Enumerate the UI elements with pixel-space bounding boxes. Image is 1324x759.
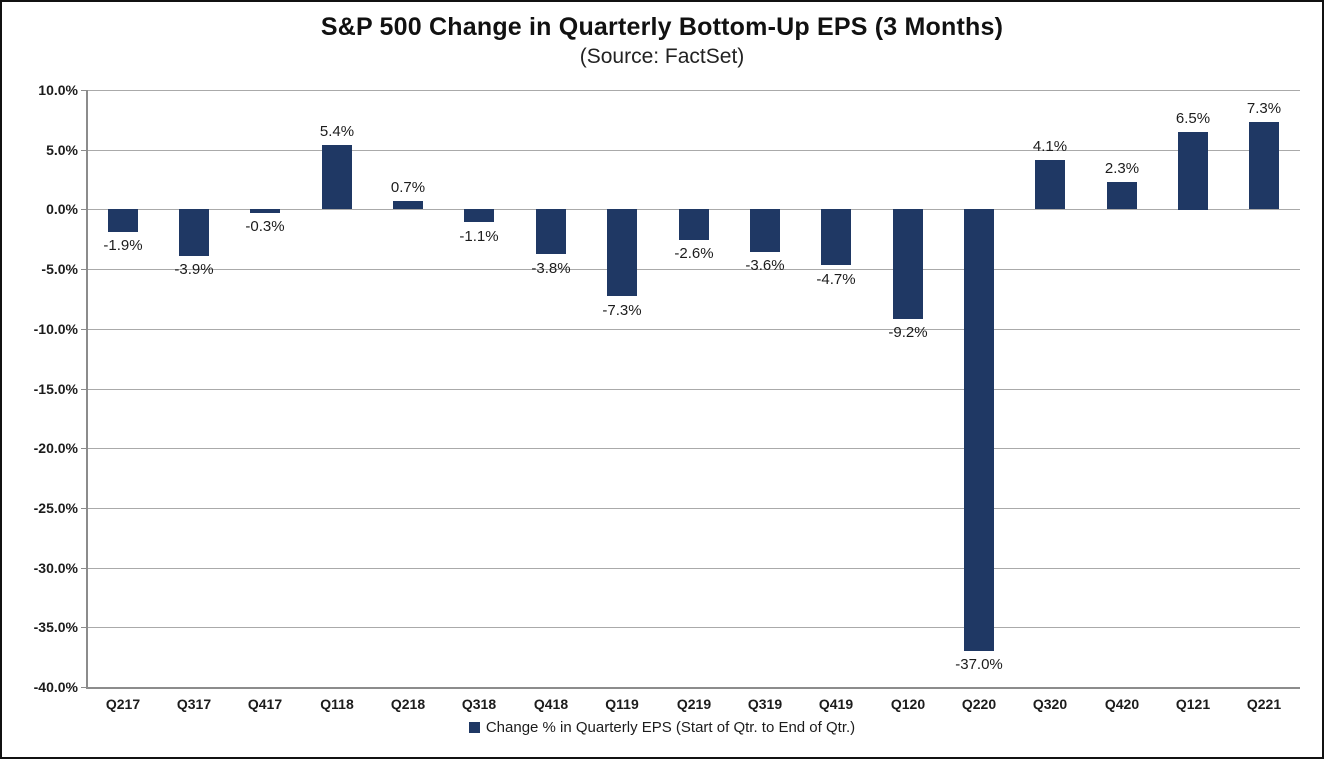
y-tick-label: 5.0%: [46, 142, 78, 158]
bar-Q320: [1035, 160, 1065, 209]
y-tick-mark: [81, 508, 87, 509]
bar-Q318: [464, 209, 494, 222]
y-tick-label: -25.0%: [33, 500, 78, 516]
gridline: [87, 269, 1300, 270]
bar-Q418: [536, 209, 566, 254]
bar-value-label: 7.3%: [1246, 100, 1282, 117]
bar-value-label: -1.9%: [103, 237, 143, 254]
x-tick-label-Q221: Q221: [1246, 696, 1282, 712]
x-tick-label-Q420: Q420: [1104, 696, 1140, 712]
bar-value-label: -9.2%: [888, 324, 928, 341]
gridline: [87, 150, 1300, 151]
gridline: [87, 568, 1300, 569]
bar-value-label: -3.9%: [174, 261, 214, 278]
bar-Q319: [750, 209, 780, 252]
bar-value-label: 4.1%: [1032, 138, 1068, 155]
x-tick-label-Q217: Q217: [105, 696, 141, 712]
bar-Q119: [607, 209, 637, 296]
bar-value-label: 6.5%: [1175, 110, 1211, 127]
bar-value-label: -0.3%: [245, 218, 285, 235]
bar-value-label: -1.1%: [459, 228, 499, 245]
bar-value-label: 2.3%: [1104, 160, 1140, 177]
bar-Q219: [679, 209, 709, 240]
x-tick-label-Q120: Q120: [890, 696, 926, 712]
y-tick-label: -35.0%: [33, 619, 78, 635]
y-tick-label: 0.0%: [46, 201, 78, 217]
chart-subtitle: (Source: FactSet): [579, 45, 745, 68]
x-tick-label-Q220: Q220: [961, 696, 997, 712]
y-tick-label: -20.0%: [33, 440, 78, 456]
bar-Q420: [1107, 182, 1137, 209]
chart-title: S&P 500 Change in Quarterly Bottom-Up EP…: [320, 13, 1004, 41]
bar-Q218: [393, 201, 423, 209]
y-tick-mark: [81, 389, 87, 390]
y-axis-line: [86, 90, 88, 688]
x-tick-label-Q121: Q121: [1175, 696, 1211, 712]
x-axis-line: [86, 687, 1300, 689]
y-tick-mark: [81, 568, 87, 569]
x-tick-label-Q219: Q219: [676, 696, 712, 712]
bar-Q121: [1178, 132, 1208, 210]
bar-Q419: [821, 209, 851, 265]
y-tick-label: -15.0%: [33, 381, 78, 397]
x-tick-label-Q318: Q318: [461, 696, 497, 712]
bar-value-label: -3.8%: [531, 260, 571, 277]
y-tick-mark: [81, 448, 87, 449]
gridline: [87, 448, 1300, 449]
bar-Q118: [322, 145, 352, 209]
x-tick-label-Q317: Q317: [176, 696, 212, 712]
y-tick-mark: [81, 209, 87, 210]
bar-Q217: [108, 209, 138, 232]
x-tick-label-Q218: Q218: [390, 696, 426, 712]
bar-value-label: 0.7%: [390, 179, 426, 196]
gridline: [87, 508, 1300, 509]
x-tick-label-Q417: Q417: [247, 696, 283, 712]
y-tick-label: -30.0%: [33, 560, 78, 576]
legend-label: Change % in Quarterly EPS (Start of Qtr.…: [485, 719, 856, 736]
x-tick-label-Q320: Q320: [1032, 696, 1068, 712]
bar-Q417: [250, 209, 280, 213]
plot-area: -1.9% -3.9% -0.3% 5.4% 0.7% -1.1% -3.8% -7.3% -2…: [87, 90, 1300, 687]
y-tick-mark: [81, 269, 87, 270]
bar-value-label: -37.0%: [955, 656, 1003, 673]
x-tick-label-Q418: Q418: [533, 696, 569, 712]
bar-value-label: -4.7%: [816, 271, 856, 288]
bar-value-label: 5.4%: [319, 123, 355, 140]
bar-Q120: [893, 209, 923, 319]
gridline: [87, 329, 1300, 330]
legend: Change % in Quarterly EPS (Start of Qtr.…: [2, 719, 1322, 736]
y-tick-label: 10.0%: [38, 82, 78, 98]
gridline: [87, 389, 1300, 390]
bar-value-label: -3.6%: [745, 257, 785, 274]
gridline: [87, 90, 1300, 91]
bar-Q221: [1249, 122, 1279, 209]
bar-Q317: [179, 209, 209, 256]
x-tick-label-Q419: Q419: [818, 696, 854, 712]
y-tick-mark: [81, 90, 87, 91]
y-tick-mark: [81, 687, 87, 688]
chart-header: S&P 500 Change in Quarterly Bottom-Up EP…: [2, 12, 1322, 69]
y-tick-label: -5.0%: [41, 261, 78, 277]
y-tick-mark: [81, 150, 87, 151]
gridline: [87, 627, 1300, 628]
bar-value-label: -2.6%: [674, 245, 714, 262]
bar-value-label: -7.3%: [602, 302, 642, 319]
x-tick-label-Q119: Q119: [605, 696, 639, 712]
legend-swatch-icon: [468, 722, 480, 733]
x-tick-label-Q118: Q118: [320, 696, 354, 712]
bar-Q220: [964, 209, 994, 651]
y-tick-label: -40.0%: [33, 679, 78, 695]
y-tick-label: -10.0%: [33, 321, 78, 337]
x-tick-label-Q319: Q319: [747, 696, 783, 712]
y-tick-mark: [81, 329, 87, 330]
y-tick-mark: [81, 627, 87, 628]
